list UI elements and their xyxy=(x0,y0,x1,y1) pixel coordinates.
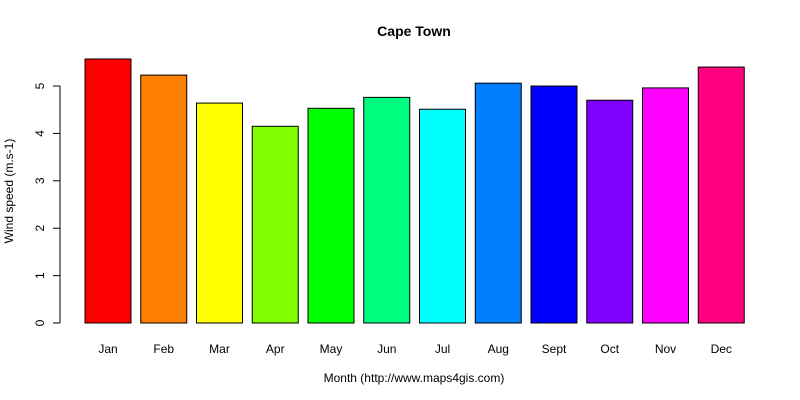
x-tick-label: Dec xyxy=(711,342,732,356)
x-tick-label: Feb xyxy=(153,342,174,356)
bar-sept xyxy=(530,85,578,324)
bar-jul xyxy=(419,108,466,324)
y-tick-label: 1 xyxy=(33,272,47,279)
bar-apr xyxy=(251,125,299,324)
bar-mar xyxy=(196,102,243,324)
chart-title: Cape Town xyxy=(377,23,451,39)
bar-may xyxy=(307,107,355,324)
x-tick-label: Jul xyxy=(435,342,450,356)
x-tick-label: Oct xyxy=(600,342,619,356)
y-tick-label: 5 xyxy=(33,82,47,89)
bar-jan xyxy=(84,58,132,324)
bar-aug xyxy=(474,82,522,324)
y-tick-label: 3 xyxy=(33,177,47,184)
x-tick-label: Nov xyxy=(655,342,676,356)
x-tick-label: Aug xyxy=(488,342,509,356)
bar-jun xyxy=(363,96,411,324)
x-tick-labels: Jan Feb Mar Apr May Jun Jul Aug Sept Oct Nov Dec xyxy=(98,342,732,356)
x-tick-label: Apr xyxy=(266,342,285,356)
x-axis-label: Month (http://www.maps4gis.com) xyxy=(324,371,505,385)
y-tick-label: 0 xyxy=(33,319,47,326)
y-tick-label: 4 xyxy=(33,130,47,137)
y-axis-label: Wind speed (m.s-1) xyxy=(2,139,16,244)
x-tick-label: May xyxy=(320,342,343,356)
y-tick-label: 2 xyxy=(33,225,47,232)
bars-group xyxy=(84,58,745,324)
x-tick-label: Jun xyxy=(377,342,396,356)
bar-nov xyxy=(642,87,689,324)
x-tick-label: Sept xyxy=(542,342,567,356)
x-tick-label: Jan xyxy=(98,342,117,356)
bar-feb xyxy=(140,74,188,324)
y-axis: 0 1 2 3 4 5 xyxy=(33,82,61,326)
bar-oct xyxy=(586,99,634,324)
x-tick-label: Mar xyxy=(209,342,230,356)
bar-dec xyxy=(697,66,745,324)
